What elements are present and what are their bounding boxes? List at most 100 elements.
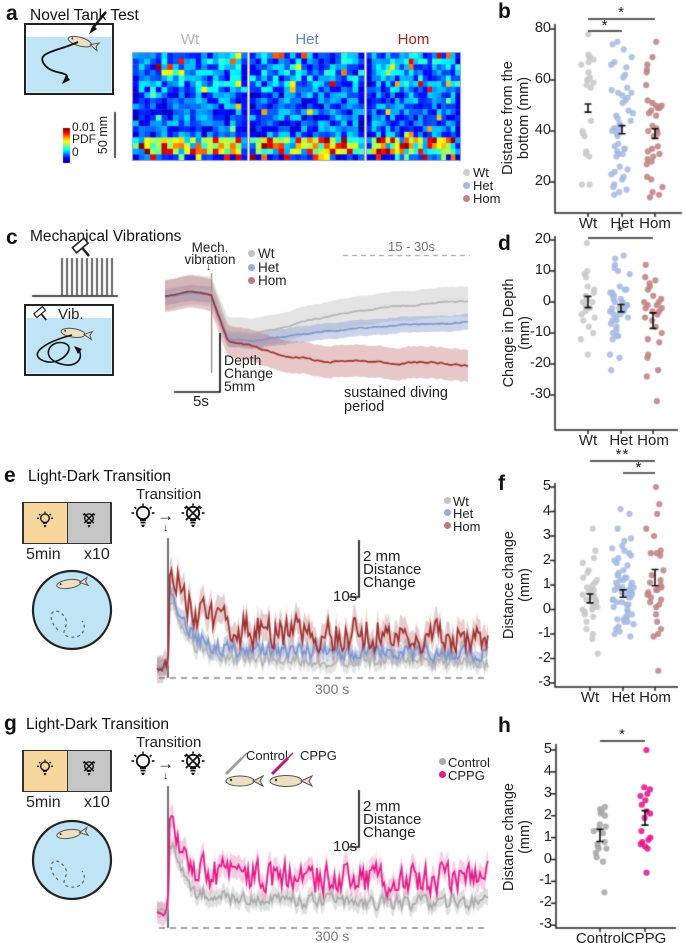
transition-light-off-icon (180, 751, 206, 784)
light-on-icon (36, 511, 54, 536)
cppg-fish-icon (269, 774, 314, 788)
y-tick-label: 2 (542, 551, 551, 568)
control-fish-icon (225, 774, 265, 788)
y-tick-label: -30 (530, 386, 551, 402)
y-tick-label: -2 (539, 894, 552, 911)
transition-label-g: Transition (136, 734, 202, 751)
y-tick-label: 20 (534, 173, 551, 189)
y-tick-label: -1 (538, 625, 551, 641)
vibration-tank-icon (24, 304, 114, 376)
y-tick-label: 2 (543, 806, 552, 823)
transition-light-on-icon (130, 503, 156, 536)
x-group-label: Hom (639, 215, 671, 232)
legend-label: Control (448, 755, 490, 770)
y-tick-label: 10 (534, 262, 551, 278)
transition-arrow-icon: → (157, 506, 174, 525)
transition-tick-arrow-icon: ↓ (163, 770, 169, 782)
panel-e-label: e (4, 464, 16, 487)
y-tick-label: 40 (534, 122, 551, 138)
entry-arrow-icon (91, 12, 107, 30)
b-y-axis-label-line2: bottom (mm) (516, 76, 532, 160)
legend-swatch (439, 758, 446, 765)
light-phase-box (24, 503, 68, 543)
y-tick-label: 3 (542, 527, 551, 543)
legend-swatch (444, 521, 451, 529)
depth-scale-label-3: 5mm (224, 378, 256, 394)
legend-swatch (248, 277, 255, 284)
panel-f-label: f (498, 472, 505, 495)
repeat-x10-label: x10 (84, 794, 110, 811)
distance-scale-word2-g: Change (363, 824, 416, 841)
x-group-label: Het (610, 215, 634, 232)
distance-scale-word1-e: Distance (363, 561, 422, 578)
control-label: Control (246, 748, 288, 763)
legend-swatch (248, 250, 255, 257)
y-tick-label: -1 (539, 872, 552, 889)
legend-label: CPPG (448, 768, 485, 783)
y-tick-label: -2 (538, 649, 551, 666)
time-300s-label-e: 300 s (315, 681, 350, 697)
scalebar-50mm-label: 50 mm (96, 115, 110, 155)
dark-phase-box (67, 503, 110, 543)
x-group-label: Hom (639, 689, 671, 706)
y-tick-label: -20 (530, 355, 551, 371)
legend-label: Hom (453, 518, 481, 534)
x-group-label: Wt (578, 215, 598, 232)
novel-tank-title: Novel Tank Test (30, 7, 139, 24)
sustained-diving-label-2: period (344, 399, 385, 415)
legend-label: Wt (473, 165, 489, 180)
time-300s-label-g: 300 s (315, 928, 350, 943)
x-group-label: Control (575, 930, 625, 943)
x-group-label: Het (609, 432, 633, 449)
x-group-label: Wt (580, 689, 600, 706)
distance-scale-word1-g: Distance (363, 811, 422, 828)
hammer-icon (32, 305, 52, 327)
heatmap-het (250, 53, 364, 160)
time-scale-10s-label-e: 10s (333, 588, 358, 605)
sig-star-label: ** (615, 446, 630, 463)
y-tick-label: 5 (543, 741, 552, 757)
heatmap-wt (133, 53, 247, 160)
cppg-needle-icon (270, 756, 290, 776)
heatmap-hom-label: Hom (397, 31, 430, 48)
legend-label: Hom (473, 191, 501, 206)
mech-event-label-2: vibration (184, 252, 236, 267)
time-scale-5s-label: 5s (193, 393, 209, 410)
transition-label-e: Transition (136, 486, 202, 503)
heatmap-het-label: Het (295, 31, 319, 48)
y-tick-label: 20 (534, 231, 551, 247)
x-group-label: Wt (578, 432, 598, 449)
light-off-icon (80, 511, 98, 536)
panel-c-label: c (6, 226, 18, 249)
y-tick-label: 0 (542, 293, 551, 309)
legend-swatch (439, 771, 446, 778)
transition-light-on-icon (130, 751, 156, 784)
sig-star-label: * (618, 4, 625, 21)
y-tick-label: 1 (542, 576, 551, 592)
light-dark-title-g: Light-Dark Transition (26, 716, 170, 733)
panel-a-label: a (6, 2, 18, 25)
hammer-icon (70, 236, 96, 265)
panel-g-label: g (4, 712, 17, 735)
y-tick-label: 3 (543, 784, 552, 801)
x-group-label: Het (611, 689, 635, 706)
swim-arrowhead-icon (74, 346, 82, 354)
colorbar-unit-label: PDF (72, 132, 96, 146)
legend-label: Hom (258, 273, 287, 288)
y-tick-label: 80 (534, 20, 551, 36)
time-scale-10s-label-g: 10s (333, 838, 358, 855)
light-off-icon (80, 759, 98, 784)
duration-5min-label: 5min (26, 546, 61, 563)
distance-scale-word2-e: Change (363, 574, 416, 591)
y-tick-label: 5 (542, 478, 551, 494)
panel-b-label: b (498, 0, 511, 23)
dish-icon-e (31, 569, 113, 651)
repeat-x10-label: x10 (84, 546, 110, 563)
legend-label: Wt (258, 246, 275, 261)
sig-star-label: * (617, 223, 624, 240)
distance-scale-2mm-label-g: 2 mm (363, 798, 401, 815)
y-tick-label: 0 (543, 850, 552, 867)
legend-swatch (463, 169, 470, 176)
fish-icon (56, 826, 90, 840)
